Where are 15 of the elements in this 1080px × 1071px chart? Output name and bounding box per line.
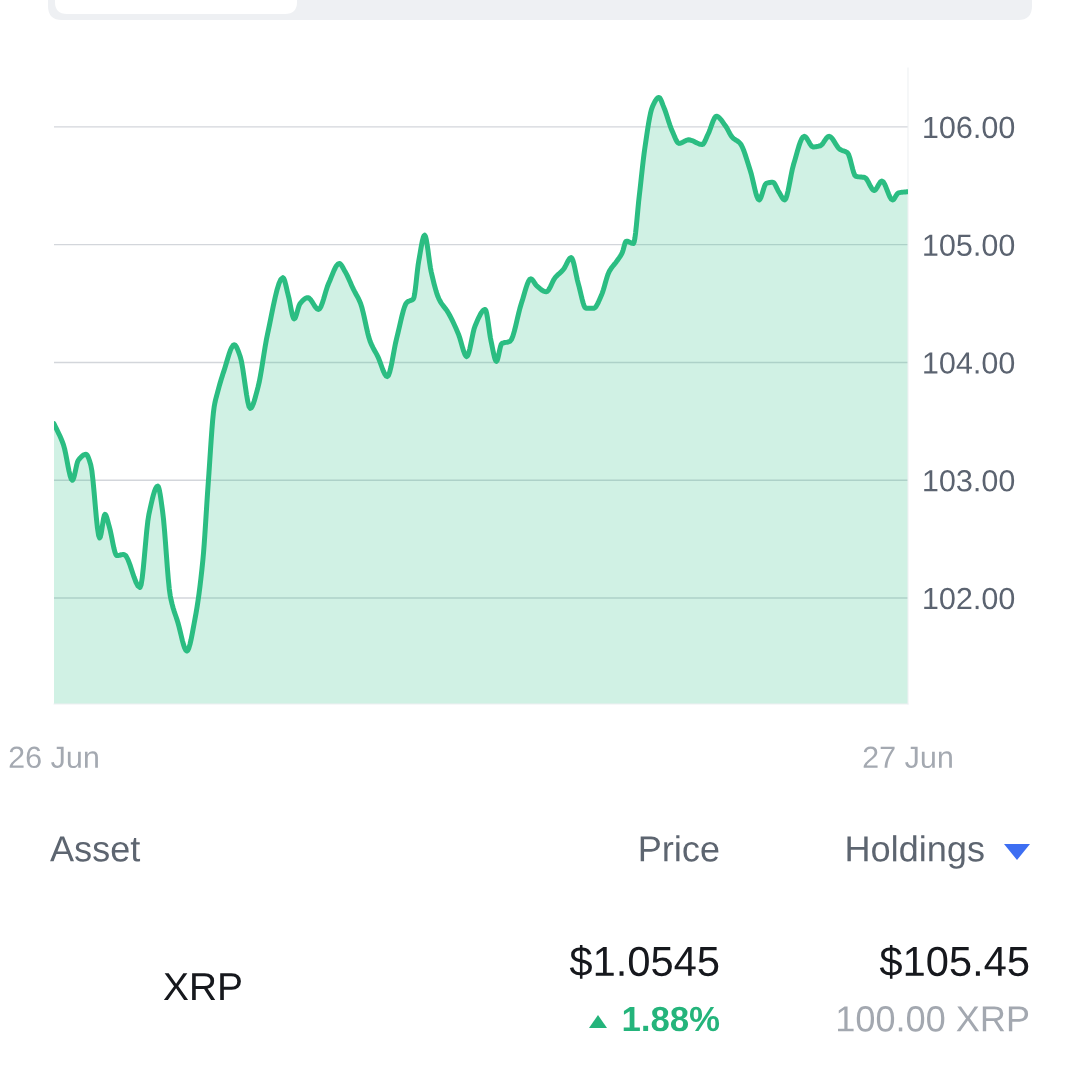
x-tick-label: 26 Jun <box>9 746 98 769</box>
y-tick-label: 102.00 <box>924 587 1015 610</box>
text: $105.45 <box>879 944 1029 979</box>
text: $1.0545 <box>569 944 719 979</box>
x-tick-label: 27 Jun <box>863 746 952 769</box>
text: 1.88% <box>623 1006 720 1032</box>
text: XRP <box>163 973 241 1001</box>
text: 100.00 XRP <box>838 1006 1029 1032</box>
y-tick-label: 104.00 <box>924 352 1015 374</box>
y-tick-label: 105.00 <box>924 234 1015 257</box>
text: Holdings <box>847 835 984 869</box>
y-tick-label: 103.00 <box>924 469 1015 492</box>
y-tick-label: 106.00 <box>924 116 1015 139</box>
text: Price <box>640 835 719 862</box>
text: Asset <box>50 836 141 862</box>
